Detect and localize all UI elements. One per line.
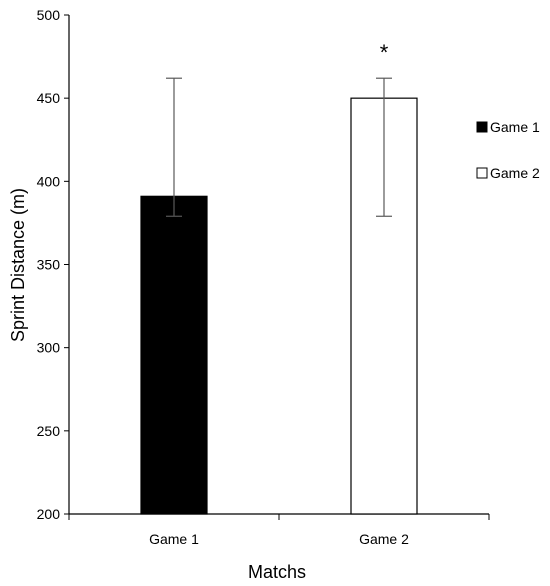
significance-marker: * (380, 40, 389, 65)
legend-swatch-2 (476, 167, 488, 179)
y-tick-label: 200 (37, 506, 61, 522)
y-tick-label: 500 (37, 7, 61, 23)
y-tick-label: 300 (37, 340, 61, 356)
error-bar-1 (166, 77, 182, 217)
legend-swatch-1 (476, 121, 488, 133)
bar-1 (140, 195, 208, 515)
x-axis-title: Matchs (248, 562, 306, 582)
legend-label-2: Game 2 (490, 165, 540, 181)
plot-area: 200 250 300 350 400 450 500 Game 1 Game 2 * (37, 7, 490, 547)
y-tick-label: 450 (37, 90, 61, 106)
x-tick-label: Game 2 (359, 531, 409, 547)
y-tick-label: 350 (37, 257, 61, 273)
y-axis-title: Sprint Distance (m) (8, 188, 28, 342)
error-bar-2 (376, 77, 392, 217)
y-tick-label: 400 (37, 173, 61, 189)
y-tick-label: 250 (37, 423, 61, 439)
x-tick-label: Game 1 (149, 531, 199, 547)
chart-legend: Game 1 Game 2 (476, 119, 540, 181)
legend-label-1: Game 1 (490, 119, 540, 135)
